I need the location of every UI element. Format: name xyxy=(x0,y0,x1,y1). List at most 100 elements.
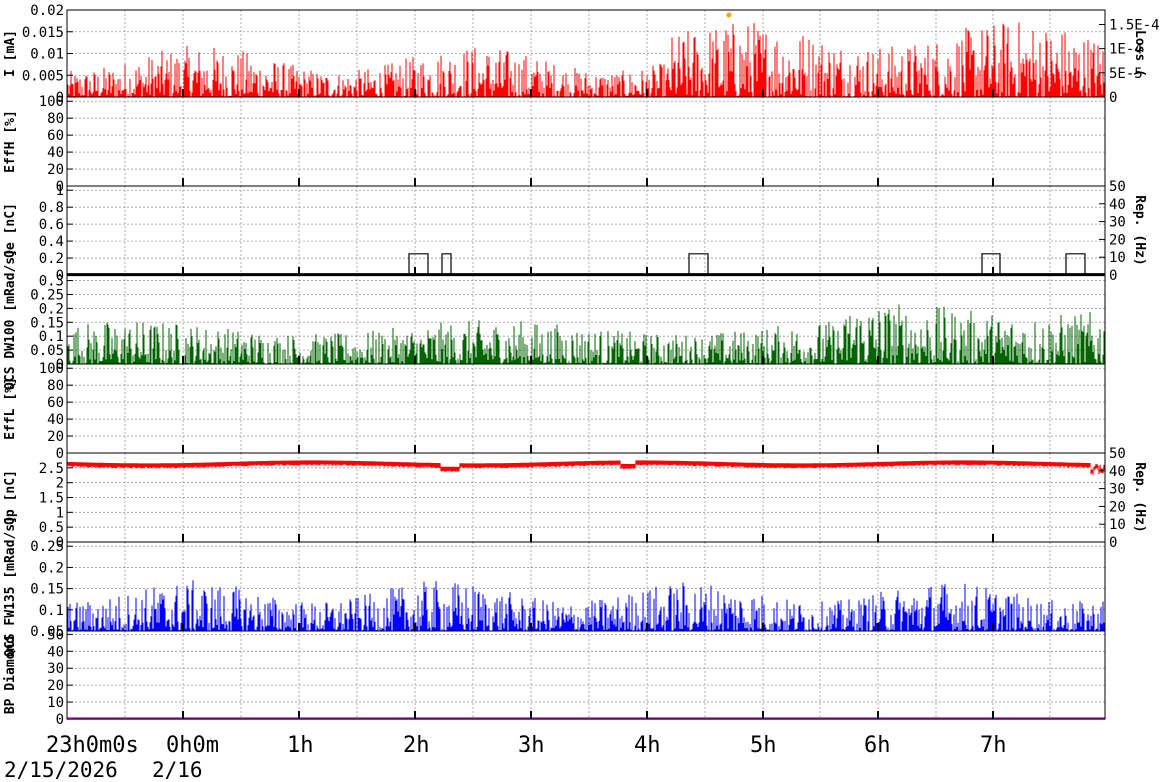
panel-6-title: QCS FW135 [mRad/s] xyxy=(3,516,18,657)
panel-0-ytick-label-0: 0 xyxy=(56,90,64,106)
panel-1-ytick-label-3: 60 xyxy=(47,128,64,144)
panel-4-ytick-label-0: 0 xyxy=(56,446,64,462)
panel-0-ytick-label-1: 0.005 xyxy=(22,68,64,84)
panel-6-ytick-label-0: 0.05 xyxy=(30,624,64,640)
panel-0-ytick-label-2: 0.01 xyxy=(30,47,64,63)
time-label-4: 4h xyxy=(634,733,661,758)
panel-6-ytick-label-4: 0.25 xyxy=(30,539,64,555)
panel-2-ytick-label-1: 0.2 xyxy=(39,251,64,267)
panel-1-ytick-label-0: 0 xyxy=(56,179,64,195)
panel-2-rtick-label-4: 40 xyxy=(1109,197,1126,213)
panel-2-ytick-label-2: 0.4 xyxy=(39,234,64,250)
panel-3-title: QCS DW100 [mRad/s] xyxy=(3,249,18,390)
panel-5-ytick-label-0: 0 xyxy=(56,535,64,551)
panel-0-rtick-label-3: 1.5E-4 xyxy=(1109,18,1160,34)
panel-5-rtick-label-2: 20 xyxy=(1109,499,1126,515)
frame-layer xyxy=(66,9,1106,720)
time-axis: 23h0m0s 0h0m 1h 2h 3h 4h 5h 6h 7h 2/15/2… xyxy=(4,733,1007,782)
panel-4-ytick-label-5: 100 xyxy=(39,361,64,377)
panel-3-ytick-label-3: 0.15 xyxy=(30,315,64,331)
panel-1-ytick-label-1: 20 xyxy=(47,162,64,178)
qcs-dw100-series xyxy=(67,304,1105,364)
time-start-label: 23h0m0s xyxy=(46,733,139,758)
panel-7-ytick-label-2: 20 xyxy=(47,678,64,694)
qe-pulse-4 xyxy=(1065,253,1086,275)
panel-1-title: EffH [%] xyxy=(3,110,18,173)
panel-3-ytick-label-1: 0.05 xyxy=(30,343,64,359)
panel-3-ytick-label-4: 0.2 xyxy=(39,301,64,317)
panel-0-rtick-label-2: 1E-4 xyxy=(1109,42,1143,58)
current-series xyxy=(67,22,1105,97)
time-label-7: 7h xyxy=(980,733,1007,758)
qp-series xyxy=(67,460,1105,475)
qcs-fw135-series xyxy=(67,580,1105,631)
panel-1-ytick-label-2: 40 xyxy=(47,145,64,161)
panel-2-rtick-label-3: 30 xyxy=(1109,215,1126,231)
panel-0-right-title: Loss ( xyxy=(1132,30,1147,77)
time-label-0: 0h0m xyxy=(166,733,219,758)
panel-7-title: BP Diamond xyxy=(3,636,18,714)
time-label-5: 5h xyxy=(750,733,777,758)
panel-7-ytick-label-3: 30 xyxy=(47,661,64,677)
qe-pulse-3 xyxy=(981,253,1001,275)
panel-3-ytick-label-2: 0.1 xyxy=(39,329,64,345)
panel-5-rtick-label-1: 10 xyxy=(1109,517,1126,533)
panel-7-ytick-label-0: 0 xyxy=(56,712,64,728)
panel-5-rtick-label-0: 0 xyxy=(1109,535,1117,551)
panel-7-frame xyxy=(66,630,1106,720)
panel-5-rtick-label-5: 50 xyxy=(1109,446,1126,462)
panel-0-ytick-label-3: 0.015 xyxy=(22,25,64,41)
qe-pulse-1 xyxy=(441,253,452,275)
panel-2-frame xyxy=(66,185,1106,276)
panel-2-rtick-label-1: 10 xyxy=(1109,250,1126,266)
panel-6-ytick-label-3: 0.2 xyxy=(39,560,64,576)
panel-2-ytick-label-5: 1 xyxy=(56,183,64,199)
panel-5-ytick-label-3: 1.5 xyxy=(39,491,64,507)
panel-2-rtick-label-5: 50 xyxy=(1109,179,1126,195)
date-start-label: 2/15/2026 xyxy=(4,758,118,782)
panel-4-ytick-label-2: 40 xyxy=(47,412,64,428)
panel-4-ytick-label-3: 60 xyxy=(47,395,64,411)
panel-2-rtick-label-2: 20 xyxy=(1109,232,1126,248)
panel-7-ytick-label-5: 50 xyxy=(47,627,64,643)
panel-4-title: EffL [%] xyxy=(3,377,18,440)
panel-4-frame xyxy=(66,363,1106,454)
time-label-1: 1h xyxy=(287,733,314,758)
panel-5-ytick-label-2: 1 xyxy=(56,505,64,521)
panel-6-ytick-label-2: 0.15 xyxy=(30,582,64,598)
time-label-3: 3h xyxy=(518,733,545,758)
panel-5-right-title: Rep. (Hz) xyxy=(1132,462,1147,532)
panel-5-ytick-label-5: 2.5 xyxy=(39,461,64,477)
panel-5-rtick-label-3: 30 xyxy=(1109,482,1126,498)
panel-2-right-title: Rep. (Hz) xyxy=(1132,195,1147,265)
panel-3-ytick-label-0: 0 xyxy=(56,357,64,373)
panel-5-title: Qp [nC] xyxy=(3,470,18,525)
panel-6-ytick-label-1: 0.1 xyxy=(39,603,64,619)
panel-5-ytick-label-4: 2 xyxy=(56,476,64,492)
panel-0-ytick-label-4: 0.02 xyxy=(30,3,64,19)
panel-0-title: I [mA] xyxy=(3,30,18,77)
date-next-label: 2/16 xyxy=(152,758,203,782)
loss-marker xyxy=(726,12,732,18)
time-label-2: 2h xyxy=(403,733,430,758)
panel-3-ytick-label-6: 0.3 xyxy=(39,274,64,290)
panel-0-rtick-label-0: 0 xyxy=(1109,90,1117,106)
panel-7-ytick-label-4: 40 xyxy=(47,644,64,660)
time-label-6: 6h xyxy=(864,733,891,758)
panel-1-frame xyxy=(66,96,1106,187)
panel-2-title: Qe [nC] xyxy=(3,203,18,258)
qe-pulse-2 xyxy=(688,253,709,275)
panel-1-ytick-label-5: 100 xyxy=(39,94,64,110)
panel-2-ytick-label-4: 0.8 xyxy=(39,200,64,216)
panel-3-ytick-label-5: 0.25 xyxy=(30,287,64,303)
panel-7-ytick-label-1: 10 xyxy=(47,695,64,711)
panel-5-rtick-label-4: 40 xyxy=(1109,464,1126,480)
panel-3-frame xyxy=(66,274,1106,365)
panel-4-ytick-label-4: 80 xyxy=(47,378,64,394)
panel-5-ytick-label-1: 0.5 xyxy=(39,520,64,536)
qe-pulse-0 xyxy=(408,253,429,275)
panel-1-ytick-label-4: 80 xyxy=(47,111,64,127)
panel-0-rtick-label-1: 5E-5 xyxy=(1109,66,1143,82)
